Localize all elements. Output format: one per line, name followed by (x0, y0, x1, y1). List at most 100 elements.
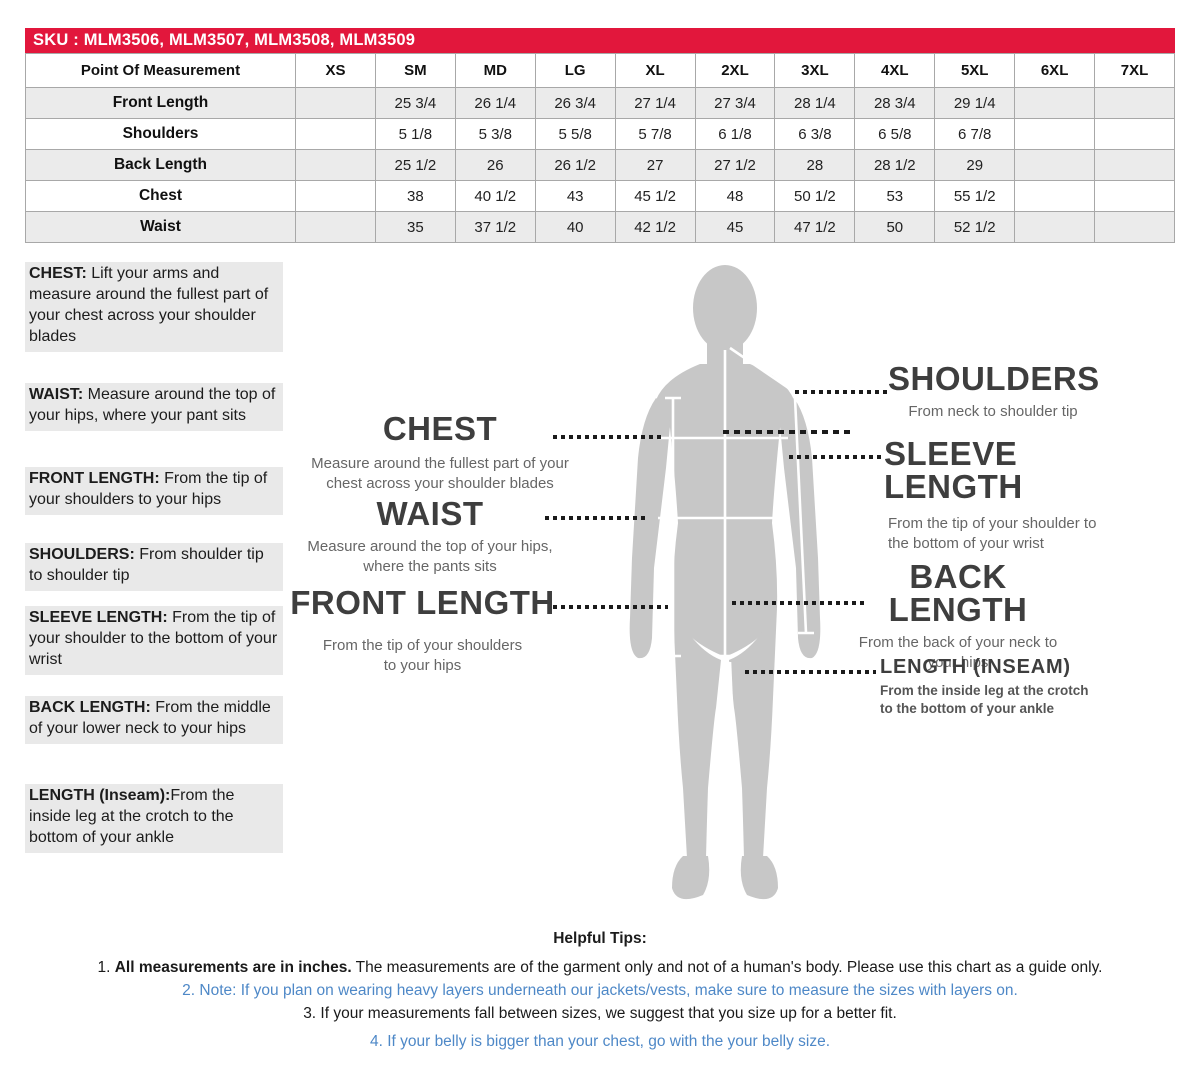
tips-heading: Helpful Tips: (553, 930, 647, 947)
column-header-size: 2XL (694, 53, 776, 88)
cell: 47 1/2 (774, 211, 856, 243)
cell: 27 3/4 (694, 87, 776, 119)
diagram-desc: From the back of your neck to your hips (858, 634, 1058, 672)
definition-term: CHEST: (29, 265, 87, 282)
tip-item: 2. Note: If you plan on wearing heavy la… (0, 979, 1200, 1002)
cell (1094, 118, 1175, 150)
definition-text: Lift your arms and measure around the fu… (29, 265, 269, 345)
definition-text: From shoulder tip to shoulder tip (29, 546, 264, 584)
cell: 28 1/2 (854, 149, 936, 181)
table-row: Back Length 25 1/2 26 26 1/2 27 27 1/2 2… (25, 149, 1175, 181)
leader-line-chest-right (723, 430, 855, 434)
cell: 55 1/2 (934, 180, 1016, 212)
cell: 50 1/2 (774, 180, 856, 212)
cell: 5 3/8 (454, 118, 536, 150)
cell: 6 7/8 (934, 118, 1016, 150)
row-label: Chest (25, 180, 296, 212)
row-label: Waist (25, 211, 296, 243)
cell: 28 3/4 (854, 87, 936, 119)
cell (295, 87, 376, 119)
diagram-label-front-length: FRONT LENGTH From the tip of your should… (290, 586, 555, 677)
cell (1014, 118, 1096, 150)
definition-text: From the tip of your shoulders to your h… (29, 470, 268, 508)
leader-line-front-length (553, 605, 668, 609)
tip-text: Note: If you plan on wearing heavy layer… (199, 982, 1018, 999)
column-header-size: MD (454, 53, 536, 88)
cell: 40 (534, 211, 616, 243)
cell: 5 7/8 (614, 118, 696, 150)
definition-term: BACK LENGTH: (29, 699, 151, 716)
tip-text: If your belly is bigger than your chest,… (387, 1033, 831, 1050)
column-header-size: 5XL (934, 53, 1016, 88)
measurement-line-front-length (717, 350, 733, 658)
diagram-title: SHOULDERS (888, 360, 1100, 397)
cell: 26 1/2 (534, 149, 616, 181)
cell: 26 1/4 (454, 87, 536, 119)
cell: 43 (534, 180, 616, 212)
sku-header-bar: SKU : MLM3506, MLM3507, MLM3508, MLM3509 (25, 28, 1175, 53)
tip-text: If your measurements fall between sizes,… (320, 1005, 897, 1022)
table-row: Shoulders 5 1/8 5 3/8 5 5/8 5 7/8 6 1/8 … (25, 118, 1175, 150)
leader-line-inseam (745, 670, 876, 674)
column-header-size: SM (374, 53, 456, 88)
cell (1094, 149, 1175, 181)
definition-back-length: BACK LENGTH: From the middle of your low… (25, 696, 283, 744)
cell: 29 1/4 (934, 87, 1016, 119)
leader-line-back-length (732, 601, 868, 605)
tip-item: 4. If your belly is bigger than your che… (0, 1030, 1200, 1053)
diagram-label-back-length: BACK LENGTH From the back of your neck t… (843, 560, 1073, 674)
leader-line-chest (553, 435, 661, 439)
cell: 42 1/2 (614, 211, 696, 243)
diagram-title: LENGTH (INSEAM) (880, 656, 1071, 678)
diagram-desc: From the inside leg at the crotch to the… (880, 683, 1089, 717)
table-row: Waist 35 37 1/2 40 42 1/2 45 47 1/2 50 5… (25, 211, 1175, 243)
cell: 27 (614, 149, 696, 181)
definition-waist: WAIST: Measure around the top of your hi… (25, 383, 283, 431)
leader-line-waist (545, 516, 645, 520)
cell (1014, 87, 1096, 119)
cell (295, 149, 376, 181)
helpful-tips: Helpful Tips: 1. All measurements are in… (0, 930, 1200, 1053)
definition-chest: CHEST: Lift your arms and measure around… (25, 262, 283, 352)
tip-text: The measurements are of the garment only… (351, 959, 1103, 976)
definition-term: SHOULDERS: (29, 546, 135, 563)
tip-number: 4. (369, 1033, 388, 1050)
cell (295, 180, 376, 212)
cell: 6 3/8 (774, 118, 856, 150)
diagram-desc: From neck to shoulder tip (908, 403, 1078, 420)
size-table: Point Of Measurement XS SM MD LG XL 2XL … (25, 53, 1175, 243)
cell: 37 1/2 (454, 211, 536, 243)
table-row: Chest 38 40 1/2 43 45 1/2 48 50 1/2 53 5… (25, 180, 1175, 212)
cell (1014, 149, 1096, 181)
definition-term: LENGTH (Inseam): (29, 787, 171, 804)
diagram-desc: From the tip of your shoulder to the bot… (888, 515, 1097, 553)
column-header-size: 6XL (1014, 53, 1096, 88)
leader-line-sleeve-length (789, 455, 884, 459)
tip-number: 1. (97, 959, 115, 976)
measurement-line-inseam (728, 661, 740, 847)
cell: 53 (854, 180, 936, 212)
definition-term: FRONT LENGTH: (29, 470, 160, 487)
column-header-size: 3XL (774, 53, 856, 88)
cell: 35 (374, 211, 456, 243)
diagram-label-chest: CHEST Measure around the fullest part of… (310, 412, 570, 495)
tip-bold: All measurements are in inches. (114, 959, 352, 976)
definition-text: From the middle of your lower neck to yo… (29, 699, 271, 737)
cell: 5 1/8 (374, 118, 456, 150)
cell (1094, 211, 1175, 243)
cell (1014, 180, 1096, 212)
diagram-desc: From the tip of your shoulders to your h… (322, 637, 523, 675)
cell: 6 1/8 (694, 118, 776, 150)
cell: 28 (774, 149, 856, 181)
cell: 28 1/4 (774, 87, 856, 119)
column-header-size: XS (295, 53, 376, 88)
cell: 6 5/8 (854, 118, 936, 150)
cell: 26 3/4 (534, 87, 616, 119)
diagram-label-sleeve-length: SLEEVE LENGTH From the tip of your shoul… (884, 437, 1164, 555)
tip-item: 1. All measurements are in inches. The m… (0, 956, 1200, 979)
measurement-line-side-length (665, 396, 681, 658)
row-label: Front Length (25, 87, 296, 119)
cell: 38 (374, 180, 456, 212)
diagram-label-waist: WAIST Measure around the top of your hip… (305, 497, 555, 578)
cell: 5 5/8 (534, 118, 616, 150)
